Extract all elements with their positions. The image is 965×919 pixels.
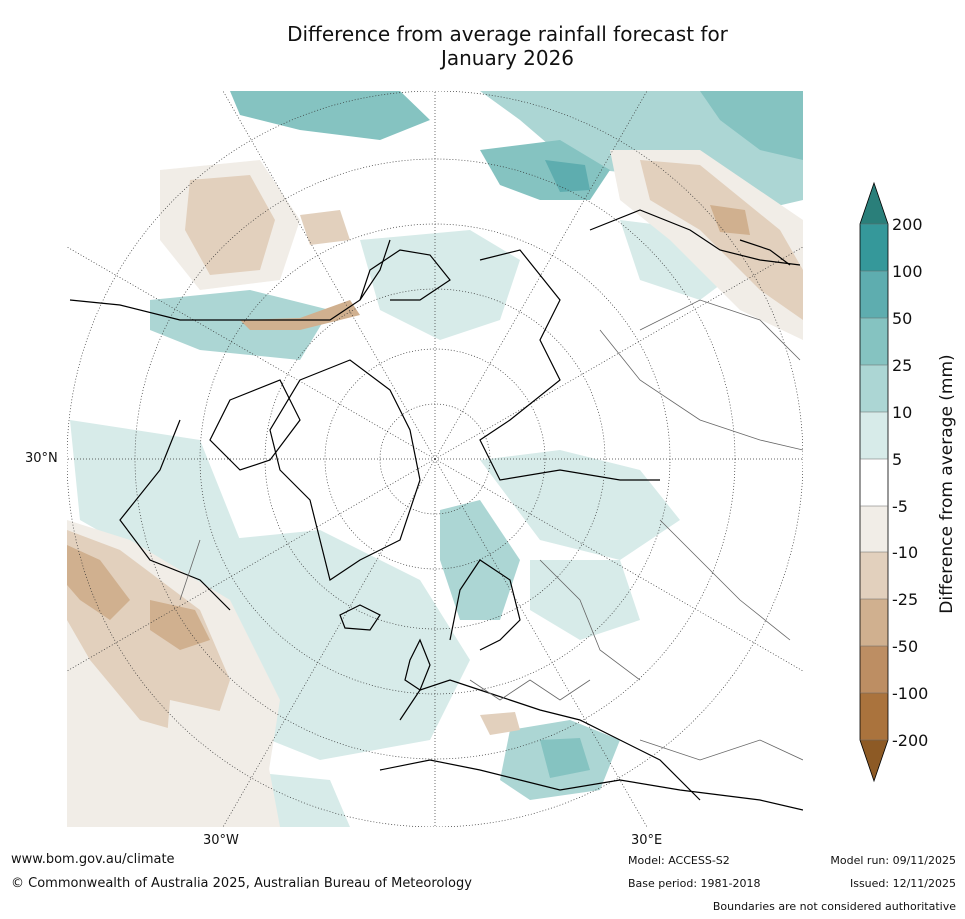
colorbar-swatch-5-10	[860, 412, 888, 459]
colorbar-tick-label: 5	[892, 450, 903, 469]
colorbar-dividers	[860, 223, 888, 741]
map-title-line2: January 2026	[440, 46, 575, 70]
colorbar-tick-label: -25	[892, 590, 919, 609]
coastline-canadian-archipelago	[209, 379, 301, 471]
wet-region-northeast-pacific	[700, 91, 803, 160]
colorbar-extend-bottom	[860, 740, 888, 781]
coastlines	[69, 209, 803, 811]
footer-copyright: © Commonwealth of Australia 2025, Austra…	[11, 876, 472, 891]
axis-label-30w: 30°W	[203, 833, 239, 848]
map-panel	[67, 91, 803, 827]
colorbar	[859, 181, 889, 783]
dry-region-subtropical-pacific-strong	[67, 545, 130, 620]
country-boundaries	[179, 299, 803, 761]
coastline-alaska	[359, 249, 451, 301]
footer-issued: Issued: 12/11/2025	[849, 877, 956, 890]
colorbar-swatch-25-50	[860, 318, 888, 365]
wet-region-mediterranean-core	[540, 738, 590, 778]
wet-region-canada	[360, 230, 520, 340]
dry-anomaly-regions	[67, 150, 803, 827]
colorbar-swatch-minus25-minus50	[860, 599, 888, 646]
dry-region-gulf-of-alaska-edge	[240, 300, 360, 330]
coastline-iceland	[339, 604, 381, 631]
colorbar-tick-label: -50	[892, 637, 919, 656]
boundary-europe-interior	[469, 679, 591, 701]
wet-anomaly-regions	[67, 91, 803, 827]
footer-model-run: Model run: 09/11/2025	[830, 854, 956, 867]
colorbar-tick-label: -5	[892, 497, 908, 516]
dry-region-hawaii-area	[300, 210, 350, 245]
coastline-greenland	[269, 359, 421, 581]
colorbar-swatch-minus50-minus100	[860, 646, 888, 693]
dry-region-mediterranean-west	[480, 712, 520, 735]
map-title-line1: Difference from average rainfall forecas…	[287, 22, 728, 46]
coastline-british-isles	[404, 638, 431, 691]
footer-website: www.bom.gov.au/climate	[11, 852, 175, 867]
colorbar-title: Difference from average (mm)	[937, 354, 957, 614]
dry-region-east-asia-core	[640, 160, 803, 320]
boundary-central-asia	[659, 519, 791, 641]
latitude-circle-70n	[324, 348, 546, 570]
coastline-scandinavia	[449, 559, 521, 651]
wet-region-north-pacific-core	[230, 91, 430, 140]
coastline-europe	[399, 679, 701, 801]
colorbar-tick-label: 50	[892, 309, 913, 328]
wet-region-russia	[530, 560, 640, 640]
dry-region-central-pacific-core	[185, 175, 275, 275]
boundary-middle-east	[639, 739, 803, 761]
colorbar-swatch-10-25	[860, 365, 888, 412]
dry-region-japan-south	[710, 205, 750, 235]
colorbar-tick-label: -10	[892, 543, 919, 562]
coastline-north-africa	[379, 759, 803, 811]
boundary-russia-south	[599, 329, 803, 451]
coastline-east-asia	[589, 209, 801, 266]
colorbar-swatch-minus5-minus10	[860, 506, 888, 552]
latitude-circle-60n	[264, 288, 606, 630]
colorbar-tick-label: 100	[892, 262, 923, 281]
wet-region-gulf-of-alaska	[150, 290, 330, 360]
boundary-china	[639, 299, 801, 361]
colorbar-swatch-minus10-minus25	[860, 552, 888, 599]
colorbar-tick-label: 10	[892, 403, 913, 422]
axis-label-30n: 30°N	[25, 451, 58, 466]
footer-disclaimer: Boundaries are not considered authoritat…	[712, 900, 956, 913]
wet-region-aleutian-core	[545, 160, 590, 192]
colorbar-tick-label: -200	[892, 731, 929, 750]
axis-label-30e: 30°E	[631, 833, 663, 848]
coastline-siberia	[479, 249, 660, 481]
wet-region-siberia	[480, 450, 680, 560]
wet-region-north-pacific	[67, 91, 803, 210]
footer-base-period: Base period: 1981-2018	[628, 877, 761, 890]
map-title: Difference from average rainfall forecas…	[100, 22, 915, 70]
graticule	[67, 91, 803, 827]
wet-region-west-pacific-edge	[70, 420, 240, 600]
colorbar-tick-label: 25	[892, 356, 913, 375]
coastline-north-america	[69, 239, 391, 611]
colorbar-tick-label: 200	[892, 215, 923, 234]
boundary-us-canada	[179, 539, 201, 601]
colorbar-tick-label: -100	[892, 684, 929, 703]
colorbar-extend-top	[860, 183, 888, 224]
boundary-russia-west	[539, 559, 641, 681]
coastline-japan	[739, 239, 791, 266]
colorbar-swatch-minus100-minus200	[860, 693, 888, 740]
colorbar-swatch-neutral	[860, 459, 888, 506]
colorbar-swatch-100-200	[860, 224, 888, 271]
dry-region-subtropical-pacific-strong2	[150, 600, 210, 650]
dry-region-central-america	[160, 700, 280, 827]
colorbar-swatch-50-100	[860, 271, 888, 318]
footer-model: Model: ACCESS-S2	[628, 854, 730, 867]
